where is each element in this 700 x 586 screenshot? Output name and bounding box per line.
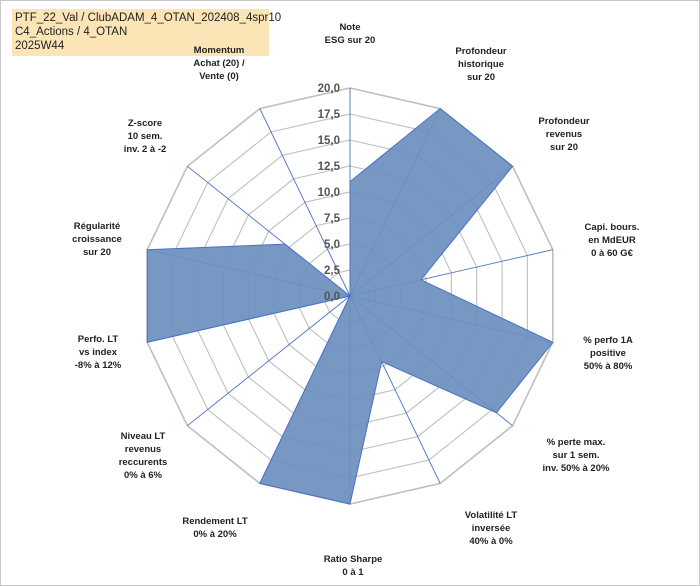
tick-label: 7,5	[324, 213, 341, 225]
category-label: Momentum Achat (20) / Vente (0)	[193, 45, 245, 82]
category-label-line: Profondeur	[538, 116, 589, 127]
axis-spoke	[259, 108, 351, 297]
category-label-line: ESG sur 20	[325, 35, 376, 46]
tick-label: 12,5	[318, 161, 341, 173]
category-label: Profondeur historique sur 20	[455, 46, 506, 83]
category-label-line: 10 sem.	[128, 131, 163, 142]
category-label: Régularité croissance sur 20	[72, 221, 122, 258]
category-label-line: sur 20	[550, 142, 578, 153]
category-label-line: Perfo. LT	[78, 334, 119, 345]
category-label: Perfo. LT vs index -8% à 12%	[75, 334, 122, 371]
radar-tick-labels: 0,0 2,5 5,0 7,5 10,0 12,5 15,0 17,5 20,0	[318, 83, 341, 303]
category-label-line: % perfo 1A	[583, 335, 633, 346]
category-label: Ratio Sharpe 0 à 1	[324, 554, 383, 578]
category-label-line: Volatilité LT	[465, 510, 518, 521]
category-label-line: sur 20	[83, 247, 111, 258]
category-label: % perte max. sur 1 sem. inv. 50% à 20%	[543, 437, 610, 474]
category-label-line: reccurents	[119, 457, 168, 468]
category-label-line: Ratio Sharpe	[324, 554, 383, 565]
category-label-line: Note	[339, 22, 360, 33]
category-label-line: Vente (0)	[199, 71, 239, 82]
tick-label: 0,0	[324, 291, 340, 303]
category-label-line: Régularité	[74, 221, 120, 232]
category-label-line: vs index	[79, 347, 118, 358]
category-label-line: Achat (20) /	[193, 58, 245, 69]
tick-label: 2,5	[324, 265, 341, 277]
chart-title-box: PTF_22_Val / ClubADAM_4_OTAN_202408_4spr…	[12, 9, 282, 56]
category-label-line: Rendement LT	[182, 516, 247, 527]
chart-title-line-1: PTF_22_Val / ClubADAM_4_OTAN_202408_4spr…	[15, 12, 282, 24]
category-label-line: Niveau LT	[121, 431, 166, 442]
category-label-line: Profondeur	[455, 46, 506, 57]
category-label-line: 50% à 80%	[584, 361, 633, 372]
tick-label: 17,5	[318, 109, 341, 121]
category-label: Profondeur revenus sur 20	[538, 116, 589, 153]
category-label-line: positive	[590, 348, 626, 359]
radar-series-area	[146, 107, 554, 505]
radar-category-labels: Note ESG sur 20 Profondeur historique sur 20…	[72, 22, 639, 578]
category-label: Rendement LT 0% à 20%	[182, 516, 247, 540]
category-label-line: -8% à 12%	[75, 360, 122, 371]
tick-label: 5,0	[324, 239, 340, 251]
chart-title-line-3: 2025W44	[15, 40, 65, 52]
category-label: Volatilité LT inversée 40% à 0%	[465, 510, 518, 547]
category-label-line: 40% à 0%	[469, 536, 513, 547]
category-label: Niveau LT revenus reccurents 0% à 6%	[119, 431, 168, 481]
category-label-line: revenus	[125, 444, 161, 455]
category-label-line: inv. 50% à 20%	[543, 463, 610, 474]
category-label-line: Z-score	[128, 118, 162, 129]
tick-label: 10,0	[318, 187, 340, 199]
chart-title-line-2: C4_Actions / 4_OTAN	[15, 26, 128, 38]
axis-spoke	[187, 295, 351, 427]
category-label: Z-score 10 sem. inv. 2 à -2	[124, 118, 167, 155]
category-label-line: sur 1 sem.	[553, 450, 600, 461]
category-label-line: sur 20	[467, 72, 495, 83]
tick-label: 15,0	[318, 135, 340, 147]
category-label-line: inv. 2 à -2	[124, 144, 167, 155]
category-label-line: 0 à 60 G€	[591, 248, 633, 259]
category-label-line: 0% à 20%	[193, 529, 237, 540]
category-label: Capi. bours. en MdEUR 0 à 60 G€	[585, 222, 640, 259]
category-label-line: historique	[458, 59, 504, 70]
category-label-line: % perte max.	[547, 437, 606, 448]
category-label-line: Capi. bours.	[585, 222, 640, 233]
category-label: Note ESG sur 20	[325, 22, 376, 46]
category-label-line: inversée	[472, 523, 511, 534]
category-label-line: revenus	[546, 129, 582, 140]
category-label-line: croissance	[72, 234, 122, 245]
category-label-line: 0% à 6%	[124, 470, 163, 481]
category-label-line: Momentum	[194, 45, 245, 56]
category-label: % perfo 1A positive 50% à 80%	[583, 335, 633, 372]
category-label-line: 0 à 1	[342, 567, 364, 578]
category-label-line: en MdEUR	[588, 235, 636, 246]
tick-label: 20,0	[318, 83, 340, 95]
